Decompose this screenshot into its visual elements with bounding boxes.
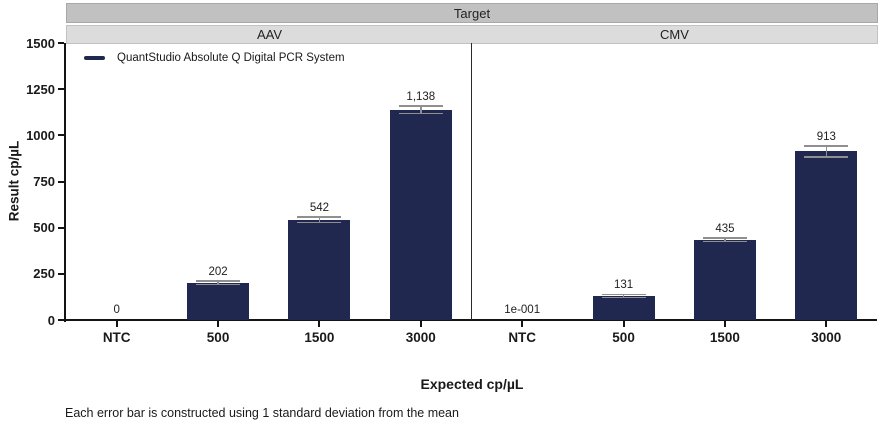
error-bar-cap-top [398,105,443,107]
bar [592,295,655,320]
x-axis-title: Expected cp/µL [420,376,524,392]
y-axis-tick-label: 1250 [26,81,55,97]
y-axis-tick [58,272,64,275]
x-axis-category-label: NTC [508,330,537,345]
legend-label: QuantStudio Absolute Q Digital PCR Syste… [117,52,345,64]
y-axis-tick [58,88,64,91]
bar [187,282,250,320]
bar-value-label: 913 [816,130,836,143]
target-band-label: Target [453,5,491,21]
x-axis-category-label: 3000 [811,330,842,345]
y-axis-tick-label: 1500 [26,35,55,51]
x-axis-tick [723,320,726,327]
y-axis-tick-label: 0 [47,312,55,328]
x-axis-tick [318,320,321,327]
x-axis-tick [825,320,828,327]
x-axis-category-label: 1500 [709,330,740,345]
target-band: Target [66,3,878,23]
x-axis-tick [622,320,625,327]
bar-value-label: 202 [208,265,228,278]
x-axis-tick [521,320,524,327]
y-axis-tick [58,319,64,321]
bar [693,239,756,320]
y-axis-tick [58,180,64,183]
error-bar-cap-bottom [601,296,646,299]
bar-value-label: 542 [309,202,330,215]
y-axis-tick-label: 750 [33,174,55,189]
y-axis-tick-label: 250 [33,266,55,282]
bar-value-label: 435 [715,222,735,235]
x-axis-category-label: NTC [102,330,131,345]
error-bar-cap-top [601,293,646,296]
error-bar-cap-top [297,216,342,218]
x-axis-tick [419,320,422,327]
y-axis-tick [58,42,64,44]
y-axis-tick [58,134,64,137]
x-axis-baseline [64,319,877,321]
y-axis-line [64,43,66,322]
x-axis-category-label: 500 [206,330,230,345]
error-bar-cap-top [196,280,241,282]
bar [288,219,351,320]
error-bar-footnote: Each error bar is constructed using 1 st… [65,406,459,420]
error-bar-cap-top [804,145,849,147]
bar [389,109,452,320]
bar [795,151,858,320]
x-axis-category-label: 500 [612,330,635,345]
bar-value-label: 131 [613,279,634,292]
panel-label-aav: AAV [256,27,283,42]
error-bar-line [318,217,321,223]
y-axis-tick-label: 1000 [26,127,55,143]
error-bar-cap-top [702,237,747,239]
panel-label-cmv: CMV [660,27,689,42]
error-bar-cap-bottom [702,240,747,243]
error-bar-line [622,294,625,298]
error-bar-cap-bottom [398,112,443,115]
error-bar-cap-bottom [804,156,849,158]
bar-value-label: 0 [113,304,120,316]
panel-band: AAV CMV [66,25,878,44]
legend: QuantStudio Absolute Q Digital PCR Syste… [84,52,345,64]
x-axis-category-label: 3000 [405,330,436,345]
error-bar-cap-bottom [297,221,342,224]
error-bar-line [825,145,828,157]
legend-swatch-icon [84,56,105,60]
x-axis-tick [115,320,118,327]
error-bar-cap-bottom [196,283,241,286]
bar-value-label: 1,138 [406,91,436,104]
error-bar-line [420,106,422,114]
x-axis-tick [217,320,220,327]
x-axis-category-label: 1500 [304,330,335,345]
panel-divider-line [470,43,472,320]
error-bar-line [217,280,219,285]
y-axis-tick-label: 500 [33,220,55,236]
y-axis-tick [58,226,64,229]
bar-value-label: 1e-001 [504,304,541,316]
error-bar-line [724,237,726,242]
